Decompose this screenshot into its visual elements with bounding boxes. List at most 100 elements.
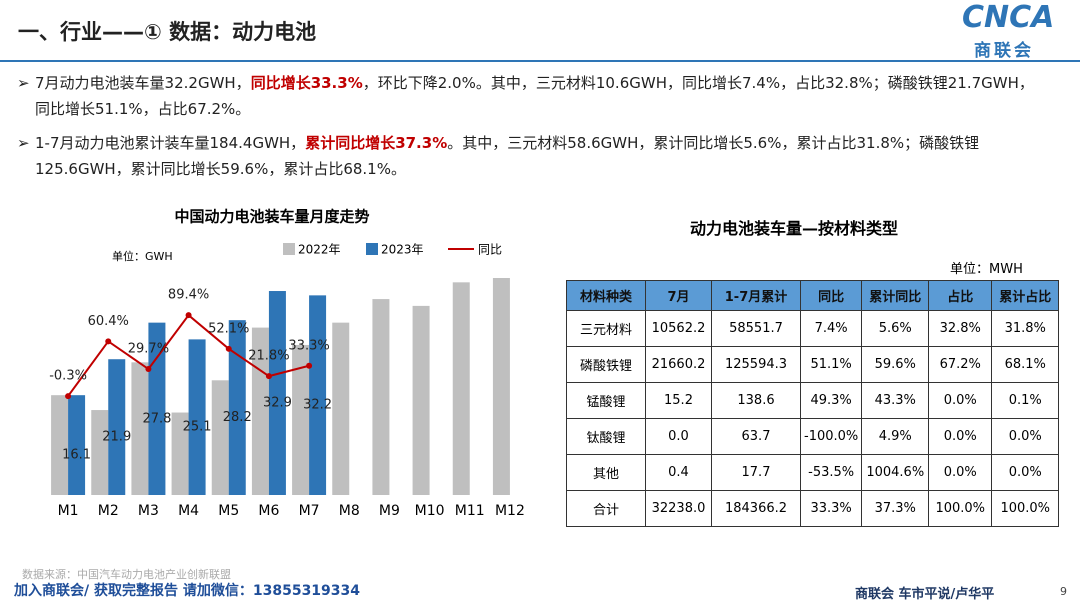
table-cell: -100.0%: [799, 418, 863, 455]
table-cell: 17.7: [711, 454, 801, 491]
page-number: 9: [1060, 585, 1067, 598]
table-row: 锰酸锂 15.2 138.6 49.3% 43.3% 0.0% 0.1%: [566, 382, 1060, 419]
table-cell: 0.0%: [991, 418, 1060, 455]
data-label: 52.1%: [208, 321, 249, 336]
bullet-text: 同比增长33.3%: [250, 74, 363, 92]
x-tick-label: M6: [258, 503, 279, 519]
table-header-cell: 1-7月累计: [711, 280, 801, 311]
contact: 加入商联会/ 获取完整报告 请加微信：13855319334: [14, 583, 361, 599]
table-row: 三元材料 10562.2 58551.7 7.4% 5.6% 32.8% 31.8%: [566, 310, 1060, 347]
table-row: 磷酸铁锂 21660.2 125594.3 51.1% 59.6% 67.2% 68.1%: [566, 346, 1060, 383]
bar: [211, 380, 229, 495]
table-cell: 0.0: [645, 418, 712, 455]
x-tick-label: M3: [138, 503, 159, 519]
x-tick-label: M12: [495, 503, 525, 519]
source: 数据来源：中国汽车动力电池产业创新联盟: [22, 568, 231, 581]
bullet-text: 1-7月动力电池累计装车量184.4GWH，: [35, 134, 306, 152]
legend-label: 2023年: [381, 243, 424, 257]
table-header-cell: 同比: [799, 280, 863, 311]
table-title: 动力电池装车量—按材料类型: [690, 219, 899, 238]
data-label: -0.3%: [49, 369, 87, 384]
table-row: 钛酸锂 0.0 63.7 -100.0% 4.9% 0.0% 0.0%: [566, 418, 1060, 455]
table-header-cell: 7月: [645, 280, 712, 311]
title-rule: [0, 60, 1080, 62]
table-cell: 49.3%: [799, 382, 863, 419]
table-cell: 锰酸锂: [566, 382, 646, 419]
bar: [68, 395, 86, 495]
bar: [268, 291, 286, 495]
legend-swatch: [366, 243, 378, 255]
table-cell: 100.0%: [928, 490, 993, 527]
table-cell: 0.0%: [928, 454, 993, 491]
table-row: 合计 32238.0 184366.2 33.3% 37.3% 100.0% 100.0%: [566, 490, 1060, 527]
data-label: 29.7%: [128, 342, 169, 357]
table-cell: 0.0%: [928, 382, 993, 419]
data-label: 21.9: [102, 430, 131, 445]
bar: [309, 295, 327, 495]
x-tick-label: M1: [58, 503, 79, 519]
table-cell: 31.8%: [991, 310, 1060, 347]
table-cell: 0.0%: [991, 454, 1060, 491]
table-cell: 其他: [566, 454, 646, 491]
table-header-cell: 累计同比: [861, 280, 930, 311]
table-cell: 0.4: [645, 454, 712, 491]
x-tick-label: M11: [455, 503, 485, 519]
table-cell: 125594.3: [711, 346, 801, 383]
data-label: 25.1: [183, 420, 212, 435]
x-tick-label: M5: [218, 503, 239, 519]
data-label: 21.8%: [248, 349, 289, 364]
table-cell: 三元材料: [566, 310, 646, 347]
table-cell: 33.3%: [799, 490, 863, 527]
table-cell: 21660.2: [645, 346, 712, 383]
line-point: [185, 312, 192, 319]
bar: [228, 320, 246, 495]
bar: [251, 327, 269, 495]
line-point: [225, 345, 232, 352]
data-label: 32.2: [303, 398, 332, 413]
bullet-marker: ➢: [17, 74, 30, 92]
table-cell: 0.1%: [991, 382, 1060, 419]
table-cell: 184366.2: [711, 490, 801, 527]
table-cell: 59.6%: [861, 346, 930, 383]
legend-label: 2022年: [298, 243, 341, 257]
table-cell: 磷酸铁锂: [566, 346, 646, 383]
table: 材料种类 7月 1-7月累计 同比 累计同比 占比 累计占比 三元材料 10562.2 58551…: [566, 280, 1060, 527]
table-header-cell: 占比: [928, 280, 993, 311]
table-cell: 0.0%: [928, 418, 993, 455]
table-cell: 43.3%: [861, 382, 930, 419]
bullet: ➢ 7月动力电池装车量32.2GWH，同比增长33.3%，环比下降2.0%。其中，…: [17, 70, 1045, 122]
bar: [332, 322, 350, 495]
bullet-text: 7月动力电池装车量32.2GWH，: [35, 74, 251, 92]
line-point: [265, 373, 272, 380]
bullet-text: 。其中，三元材料58.6GWH，累计同比增长5.6%，累计占比31.8%；磷酸铁…: [35, 134, 980, 178]
table-cell: 58551.7: [711, 310, 801, 347]
bar: [292, 344, 310, 495]
table-cell: 67.2%: [928, 346, 993, 383]
unit: 单位：GWH: [112, 249, 173, 263]
brand: 商联会 车市平说/卢华平: [855, 587, 995, 602]
bullet-marker: ➢: [17, 134, 30, 152]
bullet: ➢ 1-7月动力电池累计装车量184.4GWH，累计同比增长37.3%。其中，三元…: [17, 130, 1045, 182]
table-cell: 138.6: [711, 382, 801, 419]
table-cell: 5.6%: [861, 310, 930, 347]
bar: [131, 362, 149, 495]
data-label: 27.8: [142, 411, 171, 426]
bar: [108, 359, 126, 495]
table-cell: 63.7: [711, 418, 801, 455]
table-cell: 15.2: [645, 382, 712, 419]
table-cell: 10562.2: [645, 310, 712, 347]
table-unit: 单位：MWH: [950, 262, 1023, 277]
table-cell: 51.1%: [799, 346, 863, 383]
table-cell: 100.0%: [991, 490, 1060, 527]
table-cell: 钛酸锂: [566, 418, 646, 455]
x-tick-label: M9: [379, 503, 400, 519]
x-tick-label: M4: [178, 503, 199, 519]
bar: [492, 278, 510, 495]
table-cell: 4.9%: [861, 418, 930, 455]
table-cell: 1004.6%: [861, 454, 930, 491]
data-label: 60.4%: [88, 314, 129, 329]
table-cell: 68.1%: [991, 346, 1060, 383]
line-point: [105, 338, 112, 345]
